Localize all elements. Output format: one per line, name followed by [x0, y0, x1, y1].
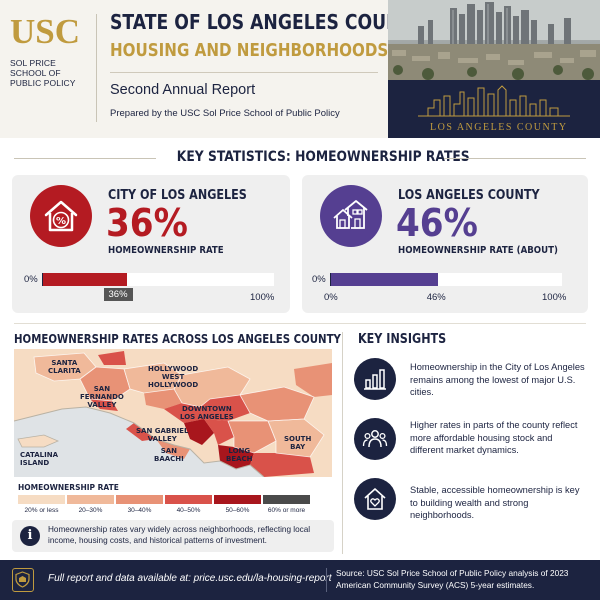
usc-logo: USC SOL PRICE SCHOOL OF PUBLIC POLICY [10, 12, 88, 89]
legend-label: 20% or less [24, 507, 59, 514]
people-group-icon [354, 418, 396, 460]
county-rate-caption: HOMEOWNERSHIP RATE (ABOUT) [398, 245, 558, 256]
legend-label: 50–60% [225, 507, 250, 514]
insight-1-text: Homeownership in the City of Los Angeles… [410, 362, 585, 397]
county-bar-axis-min: 0% [312, 274, 326, 285]
map-label-downtown: DOWNTOWN LOS ANGELES [180, 405, 234, 421]
legend-swatch [116, 495, 163, 504]
report-title-line1: STATE OF LOS ANGELES COUNTY [110, 10, 425, 34]
svg-text:%: % [56, 216, 66, 227]
key-stats-title: KEY STATISTICS: HOMEOWNERSHIP RATES [176, 149, 470, 165]
report-link[interactable]: Full report and data available at: price… [48, 573, 332, 584]
section-rule-right [444, 158, 586, 159]
map-label-hollywood: HOLLYWOOD [148, 365, 199, 373]
map-label-west-hollywood: WEST HOLLYWOOD [148, 373, 199, 389]
section-divider [14, 323, 586, 324]
city-stat-card: % CITY OF LOS ANGELES 36% HOMEOWNERSHIP … [12, 175, 290, 313]
prepared-by: Prepared by the USC Sol Price School of … [110, 108, 340, 119]
school-name: SOL PRICE SCHOOL OF PUBLIC POLICY [10, 58, 76, 88]
city-rate-marker: 36% [103, 288, 133, 301]
shield-icon [12, 568, 34, 592]
footer-divider [326, 568, 327, 592]
legend-swatch [67, 495, 114, 504]
legend-label: 30–40% [127, 507, 152, 514]
city-rate-bar-fill [43, 273, 127, 286]
map-note-text: Homeownership rates vary widely across n… [48, 525, 311, 545]
legend-label: 40–50% [176, 507, 201, 514]
insight-2-text: Higher rates in parts of the county refl… [410, 420, 578, 455]
county-bar-axis-max: 100% [542, 292, 567, 303]
city-bar-axis-min: 0% [24, 274, 38, 285]
city-rate-bar [42, 273, 274, 286]
legend-label: 60% or more [267, 507, 306, 514]
report-edition: Second Annual Report [110, 82, 256, 98]
legend-swatch [214, 495, 261, 504]
title-rule [110, 72, 378, 73]
house-heart-icon [354, 478, 396, 520]
map-label-san-fernando-valley: SAN FERNANDO VALLEY [80, 385, 124, 409]
map-label-catalina-island: CATALINA ISLAND [20, 451, 59, 467]
column-divider [342, 332, 343, 554]
map-label-south-bay: SOUTH BAY [284, 435, 312, 451]
map-label-santa-clarita: SANTA CLARITA [48, 359, 81, 375]
map-note: i Homeownership rates vary widely across… [12, 520, 334, 552]
legend-swatch [165, 495, 212, 504]
county-bar-axis-mid: 46% [426, 292, 446, 303]
county-rate-value: 46% [396, 201, 478, 245]
report-footer: Full report and data available at: price… [0, 560, 600, 600]
city-rate-value: 36% [106, 201, 188, 245]
city-bar-axis-max: 100% [250, 292, 275, 303]
photo-caption: LOS ANGELES COUNTY [430, 122, 568, 133]
map-title: HOMEOWNERSHIP RATES ACROSS LOS ANGELES C… [14, 332, 341, 346]
usc-wordmark: USC [10, 12, 81, 51]
map-legend-title: HOMEOWNERSHIP RATE [18, 483, 119, 492]
county-stat-card: LOS ANGELES COUNTY 46% HOMEOWNERSHIP RAT… [302, 175, 588, 313]
legend-swatch [18, 495, 65, 504]
info-icon: i [20, 526, 40, 546]
map-label-san-gabriel-valley: SAN GABRIEL VALLEY [136, 427, 189, 443]
houses-icon [320, 185, 382, 247]
house-percent-icon: % [30, 185, 92, 247]
county-bar-axis-zero: 0% [324, 292, 338, 303]
city-label: CITY OF LOS ANGELES [108, 188, 247, 203]
county-rate-bar-fill [331, 273, 438, 286]
legend-label: 20–30% [78, 507, 103, 514]
report-title-line2: HOUSING AND NEIGHBORHOODS [110, 40, 389, 61]
legend-swatch [263, 495, 310, 504]
map-label-long-beach: LONG BEACH [226, 447, 253, 463]
county-label: LOS ANGELES COUNTY [398, 188, 540, 203]
city-rate-caption: HOMEOWNERSHIP RATE [108, 245, 224, 256]
source-note: Source: USC Sol Price School of Public P… [336, 568, 569, 590]
key-insights-title: KEY INSIGHTS [358, 332, 447, 347]
county-rate-bar [330, 273, 562, 286]
section-rule-left [14, 158, 156, 159]
los-angeles-skyline-photo [388, 0, 600, 138]
bar-chart-icon [354, 358, 396, 400]
header-divider [96, 14, 97, 122]
insight-3-text: Stable, accessible homeownership is key … [410, 485, 580, 520]
county-choropleth-map: SANTA CLARITA SAN FERNANDO VALLEY HOLLYW… [14, 349, 332, 477]
map-label-san-baachi: SAN BAACHI [154, 447, 184, 463]
